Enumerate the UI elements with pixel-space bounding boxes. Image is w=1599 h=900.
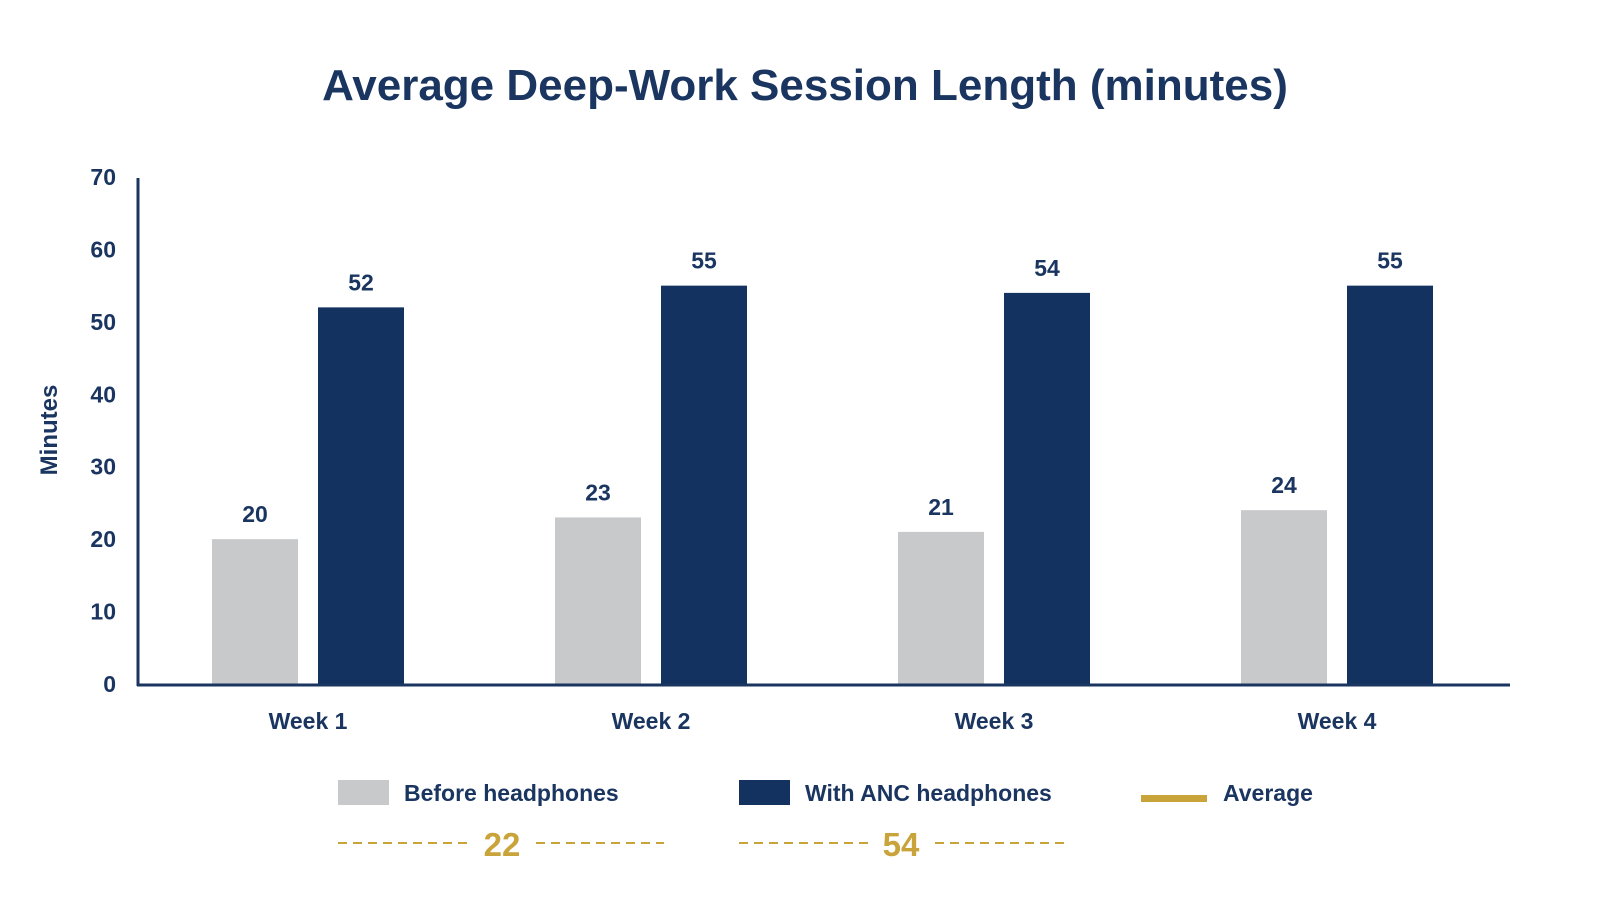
x-tick-label: Week 3: [955, 708, 1034, 734]
data-labels-group: 20 52 23 55 21 54 24 55: [242, 248, 1403, 528]
averages-row: 22 54: [338, 826, 1064, 863]
x-tick-label: Week 2: [612, 708, 691, 734]
y-tick-label: 60: [90, 236, 116, 262]
y-tick-label: 50: [90, 309, 116, 335]
y-tick-label: 40: [90, 381, 116, 407]
x-tick-label: Week 1: [269, 708, 348, 734]
bar-anc: [1347, 285, 1433, 684]
data-label: 55: [1377, 248, 1403, 274]
bar-anc: [318, 307, 404, 684]
bar-before: [1241, 510, 1327, 684]
bar-before: [898, 531, 984, 684]
data-label: 52: [348, 269, 374, 295]
x-axis-categories: Week 1 Week 2 Week 3 Week 4: [269, 708, 1377, 734]
legend: Before headphones With ANC headphones Av…: [338, 780, 1313, 806]
y-tick-label: 10: [90, 599, 116, 625]
data-label: 55: [691, 248, 717, 274]
bar-before: [555, 517, 641, 684]
legend-swatch-before: [338, 780, 389, 805]
y-axis-label: Minutes: [36, 385, 63, 476]
data-label: 23: [585, 479, 611, 505]
bar-anc: [661, 285, 747, 684]
chart-title: Average Deep-Work Session Length (minute…: [322, 61, 1288, 110]
y-tick-label: 70: [90, 164, 116, 190]
data-label: 24: [1271, 472, 1297, 498]
legend-swatch-anc: [739, 780, 790, 805]
legend-swatch-average: [1141, 795, 1207, 802]
legend-label-average: Average: [1223, 780, 1313, 806]
y-tick-label: 20: [90, 526, 116, 552]
bars-group: [212, 285, 1433, 684]
y-axis-ticks: 0 10 20 30 40 50 60 70: [90, 164, 116, 697]
legend-label-before: Before headphones: [404, 780, 619, 806]
data-label: 21: [928, 494, 954, 520]
bar-before: [212, 539, 298, 684]
y-tick-label: 30: [90, 454, 116, 480]
y-tick-label: 0: [103, 671, 116, 697]
x-tick-label: Week 4: [1298, 708, 1377, 734]
legend-label-anc: With ANC headphones: [805, 780, 1052, 806]
average-value-anc: 54: [883, 826, 920, 863]
average-value-before: 22: [484, 826, 521, 863]
data-label: 54: [1034, 255, 1060, 281]
bar-anc: [1004, 292, 1090, 684]
data-label: 20: [242, 501, 268, 527]
